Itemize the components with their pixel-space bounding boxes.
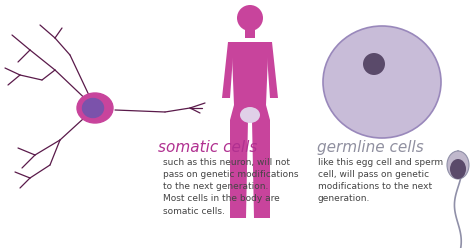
Text: somatic cells: somatic cells (158, 140, 258, 155)
Text: like this egg cell and sperm
cell, will pass on genetic
modifications to the nex: like this egg cell and sperm cell, will … (318, 158, 443, 203)
Ellipse shape (447, 151, 469, 179)
Polygon shape (230, 120, 248, 218)
Ellipse shape (77, 93, 113, 123)
Ellipse shape (82, 98, 103, 118)
Text: such as this neuron, will not
pass on genetic modifications
to the next generati: such as this neuron, will not pass on ge… (163, 158, 299, 216)
Polygon shape (232, 55, 268, 105)
FancyBboxPatch shape (245, 26, 255, 38)
Text: germline cells: germline cells (317, 140, 423, 155)
Polygon shape (252, 120, 270, 218)
Polygon shape (266, 42, 278, 98)
Circle shape (363, 53, 385, 75)
Circle shape (237, 5, 263, 31)
Polygon shape (230, 105, 270, 120)
Polygon shape (222, 42, 234, 98)
Ellipse shape (240, 107, 260, 123)
Polygon shape (228, 42, 272, 55)
Ellipse shape (450, 159, 466, 179)
Ellipse shape (323, 26, 441, 138)
